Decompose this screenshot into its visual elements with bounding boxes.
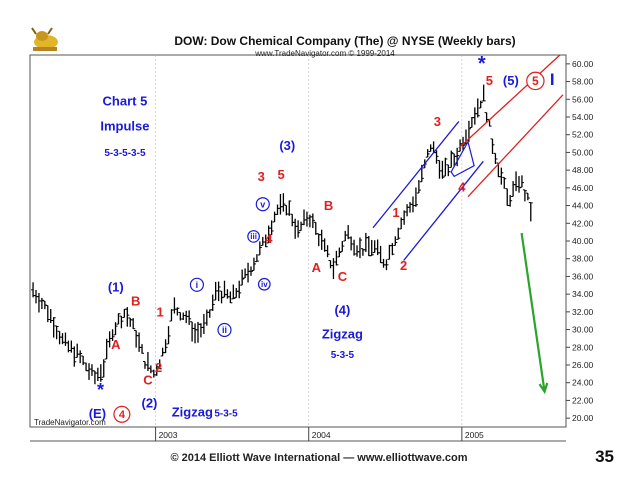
wave-label: 2 [155, 360, 162, 375]
wave-label: * [478, 53, 486, 75]
wave-label: 5 [278, 167, 285, 182]
y-tick-label: 26.00 [572, 360, 594, 370]
wave-label: Zigzag [322, 326, 363, 341]
chart-subtitle: www.TradeNavigator.com © 1999-2014 [254, 49, 395, 58]
wave-label: (1) [108, 279, 124, 294]
wave-label-ring [257, 277, 271, 291]
channel-line [403, 160, 484, 261]
triangle-pattern [450, 140, 475, 178]
y-tick-label: 30.00 [572, 325, 594, 335]
wave-label: 3 [258, 169, 265, 184]
wave-label: ii [222, 325, 227, 335]
wave-label: (4) [334, 303, 350, 318]
wave-label: 5-3-5 [214, 408, 238, 419]
wave-label: A [111, 337, 121, 352]
wave-label: A [312, 260, 322, 275]
wave-label: Impulse [100, 118, 149, 133]
y-tick-label: 48.00 [572, 165, 594, 175]
channel-line [467, 94, 564, 198]
wave-label: (2) [142, 396, 158, 411]
y-tick-label: 24.00 [572, 378, 594, 388]
y-tick-label: 56.00 [572, 94, 594, 104]
projection-arrow [520, 232, 546, 392]
wave-label: 4 [265, 231, 273, 246]
source-watermark: TradeNavigator.com [34, 418, 106, 427]
wave-label-ring [526, 71, 545, 91]
y-tick-label: 38.00 [572, 254, 594, 264]
y-tick-label: 32.00 [572, 307, 594, 317]
wave-label: B [324, 198, 333, 213]
wave-label: 5-3-5-3-5 [104, 148, 146, 159]
x-tick-label: 2005 [465, 430, 484, 440]
y-tick-label: 20.00 [572, 413, 594, 423]
page-number: 35 [595, 447, 614, 466]
wave-label-ring [217, 322, 232, 338]
wave-label: (3) [279, 138, 295, 153]
x-tick-label: 2003 [159, 430, 178, 440]
y-tick-label: 36.00 [572, 271, 594, 281]
wave-label: 4 [458, 179, 466, 194]
wave-label: 2 [400, 258, 407, 273]
wave-label: 5-3-5 [331, 350, 355, 361]
wave-label: 1 [157, 304, 164, 319]
wave-label: 3 [434, 114, 441, 129]
y-tick-label: 52.00 [572, 130, 594, 140]
y-tick-label: 54.00 [572, 112, 594, 122]
slide-footer: © 2014 Elliott Wave International — www.… [170, 452, 468, 464]
wave-label: B [131, 294, 140, 309]
wave-label: (5) [503, 73, 519, 88]
trade-navigator-logo [31, 27, 58, 51]
wave-label: 1 [392, 205, 399, 220]
wave-label: C [143, 372, 153, 387]
y-tick-label: 28.00 [572, 342, 594, 352]
wave-label: 5 [532, 74, 539, 88]
wave-label: 5 [486, 73, 493, 88]
wave-label: (E) [89, 406, 106, 421]
wave-label: 4 [119, 409, 126, 421]
wave-label: I [550, 70, 555, 89]
wave-label: C [338, 269, 348, 284]
wave-label: i [196, 280, 199, 290]
x-tick-label: 2004 [312, 430, 331, 440]
y-tick-label: 34.00 [572, 289, 594, 299]
wave-label-ring [247, 230, 260, 243]
plot-frame [29, 54, 567, 428]
wave-label: * [97, 380, 104, 400]
y-tick-label: 46.00 [572, 183, 594, 193]
y-tick-label: 42.00 [572, 218, 594, 228]
wave-label: Chart 5 [103, 93, 148, 108]
y-tick-label: 22.00 [572, 395, 594, 405]
wave-label-ring [113, 405, 131, 423]
projection-arrowhead [538, 382, 549, 395]
wave-label-ring [255, 197, 270, 212]
wave-label-ring [189, 277, 205, 292]
wave-label: iii [250, 232, 257, 241]
channel-line [458, 54, 561, 149]
channel-line [372, 121, 460, 229]
y-tick-label: 44.00 [572, 201, 594, 211]
y-tick-label: 50.00 [572, 147, 594, 157]
wave-label: iv [261, 280, 268, 289]
wave-label: v [260, 199, 265, 209]
y-tick-label: 58.00 [572, 77, 594, 87]
y-tick-label: 60.00 [572, 59, 594, 69]
wave-label: Zigzag [172, 404, 213, 419]
y-tick-label: 40.00 [572, 236, 594, 246]
chart-title: DOW: Dow Chemical Company (The) @ NYSE (… [174, 34, 515, 48]
